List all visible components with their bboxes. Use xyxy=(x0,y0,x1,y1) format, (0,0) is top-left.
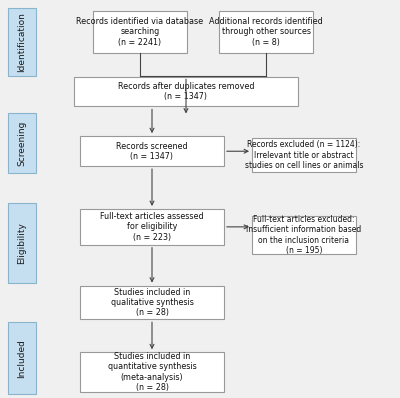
Text: Full-text articles assessed
for eligibility
(n = 223): Full-text articles assessed for eligibil… xyxy=(100,212,204,242)
FancyBboxPatch shape xyxy=(219,11,313,53)
FancyBboxPatch shape xyxy=(8,203,36,283)
FancyBboxPatch shape xyxy=(80,136,224,166)
FancyBboxPatch shape xyxy=(80,286,224,319)
Text: Studies included in
quantitative synthesis
(meta-analysis)
(n = 28): Studies included in quantitative synthes… xyxy=(108,352,196,392)
FancyBboxPatch shape xyxy=(8,322,36,394)
FancyBboxPatch shape xyxy=(252,139,356,172)
FancyBboxPatch shape xyxy=(74,76,298,106)
Text: Screening: Screening xyxy=(18,121,26,166)
Text: Records excluded (n = 1124):
Irrelevant title or abstract
studies on cell lines : Records excluded (n = 1124): Irrelevant … xyxy=(245,140,363,170)
Text: Eligibility: Eligibility xyxy=(18,222,26,264)
Text: Identification: Identification xyxy=(18,12,26,72)
Text: Records screened
(n = 1347): Records screened (n = 1347) xyxy=(116,142,188,161)
Text: Records after duplicates removed
(n = 1347): Records after duplicates removed (n = 13… xyxy=(118,82,254,101)
FancyBboxPatch shape xyxy=(80,352,224,392)
Text: Additional records identified
through other sources
(n = 8): Additional records identified through ot… xyxy=(209,17,323,47)
Text: Included: Included xyxy=(18,339,26,378)
FancyBboxPatch shape xyxy=(8,113,36,173)
FancyBboxPatch shape xyxy=(93,11,187,53)
FancyBboxPatch shape xyxy=(80,209,224,245)
FancyBboxPatch shape xyxy=(252,216,356,254)
Text: Records identified via database
searching
(n = 2241): Records identified via database searchin… xyxy=(76,17,204,47)
Text: Full-text articles excluded:
Insufficient information based
on the inclusion cri: Full-text articles excluded: Insufficien… xyxy=(246,215,362,255)
FancyBboxPatch shape xyxy=(8,8,36,76)
Text: Studies included in
qualitative synthesis
(n = 28): Studies included in qualitative synthesi… xyxy=(110,288,194,317)
